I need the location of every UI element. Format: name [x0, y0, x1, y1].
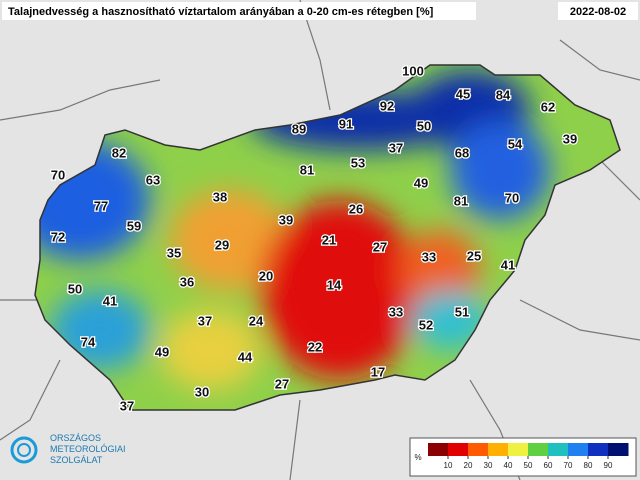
station-value: 26 [349, 201, 363, 216]
title: Talajnedvesség a hasznosítható víztartal… [8, 6, 434, 18]
legend-swatch [528, 443, 549, 456]
logo: ORSZÁGOS METEOROLÓGIAI SZOLGÁLAT [10, 433, 126, 465]
stations: 100 45 84 62 89 91 92 50 39 82 37 68 54 63 81 53 70 77 38 4… [50, 62, 579, 415]
station-value: 37 [389, 140, 403, 155]
station-value: 20 [259, 268, 273, 283]
legend-tick-label: 70 [564, 461, 573, 470]
station-value: 50 [417, 118, 431, 133]
legend-unit: % [414, 453, 421, 462]
legend-tick-label: 30 [484, 461, 493, 470]
legend-swatch [608, 443, 629, 456]
legend-tick-label: 80 [584, 461, 593, 470]
station-value: 49 [155, 344, 169, 359]
station-value: 91 [339, 116, 353, 131]
station-value: 81 [454, 193, 468, 208]
station-value: 37 [198, 313, 212, 328]
station-value: 70 [51, 167, 65, 182]
legend-tick-label: 60 [544, 461, 553, 470]
legend-swatch [428, 443, 449, 456]
station-value: 62 [541, 99, 555, 114]
legend-swatch [588, 443, 609, 456]
station-value: 72 [51, 229, 65, 244]
legend-tick-label: 50 [524, 461, 533, 470]
station-value: 39 [563, 131, 577, 146]
logo-text: SZOLGÁLAT [50, 455, 103, 465]
station-value: 50 [68, 281, 82, 296]
station-value: 70 [505, 190, 519, 205]
legend-swatch [548, 443, 569, 456]
station-value: 30 [195, 384, 209, 399]
legend-swatch [468, 443, 489, 456]
station-value: 77 [94, 198, 108, 213]
legend-tick-label: 20 [464, 461, 473, 470]
station-value: 84 [496, 87, 511, 102]
station-value: 22 [308, 339, 322, 354]
legend-tick-label: 90 [604, 461, 613, 470]
station-value: 89 [292, 121, 306, 136]
date: 2022-08-02 [570, 6, 626, 18]
station-value: 38 [213, 189, 227, 204]
legend-swatch [568, 443, 589, 456]
station-value: 45 [456, 86, 470, 101]
station-value: 27 [275, 376, 289, 391]
station-value: 49 [414, 175, 428, 190]
station-value: 33 [389, 304, 403, 319]
legend-swatch [488, 443, 509, 456]
station-value: 17 [371, 364, 385, 379]
station-value: 36 [180, 274, 194, 289]
station-value: 63 [146, 172, 160, 187]
logo-text: METEOROLÓGIAI [50, 444, 126, 454]
station-value: 53 [351, 155, 365, 170]
station-value: 14 [327, 277, 342, 292]
station-value: 41 [501, 257, 515, 272]
station-value: 21 [322, 232, 336, 247]
station-value: 81 [300, 162, 314, 177]
logo-mark [10, 436, 38, 464]
station-value: 54 [508, 136, 523, 151]
legend: % 10 20 30 40 50 60 70 80 90 [409, 437, 637, 477]
logo-text: ORSZÁGOS [50, 433, 101, 443]
date-box [558, 2, 638, 20]
station-value: 39 [279, 212, 293, 227]
station-value: 51 [455, 304, 469, 319]
station-value: 29 [215, 237, 229, 252]
logo-mark [17, 443, 31, 457]
legend-swatch [448, 443, 469, 456]
station-value: 59 [127, 218, 141, 233]
legend-tick-label: 10 [444, 461, 453, 470]
station-value: 74 [81, 334, 96, 349]
station-value: 41 [103, 293, 117, 308]
station-value: 82 [112, 145, 126, 160]
legend-tick-label: 40 [504, 461, 513, 470]
station-value: 100 [402, 63, 424, 78]
station-value: 68 [455, 145, 469, 160]
station-value: 44 [238, 349, 253, 364]
station-value: 52 [419, 317, 433, 332]
station-value: 25 [467, 248, 481, 263]
station-value: 92 [380, 98, 394, 113]
station-value: 24 [249, 313, 264, 328]
station-value: 37 [120, 398, 134, 413]
title-box [2, 2, 476, 20]
station-value: 35 [167, 245, 181, 260]
station-value: 33 [422, 249, 436, 264]
station-value: 27 [373, 239, 387, 254]
legend-swatch [508, 443, 529, 456]
